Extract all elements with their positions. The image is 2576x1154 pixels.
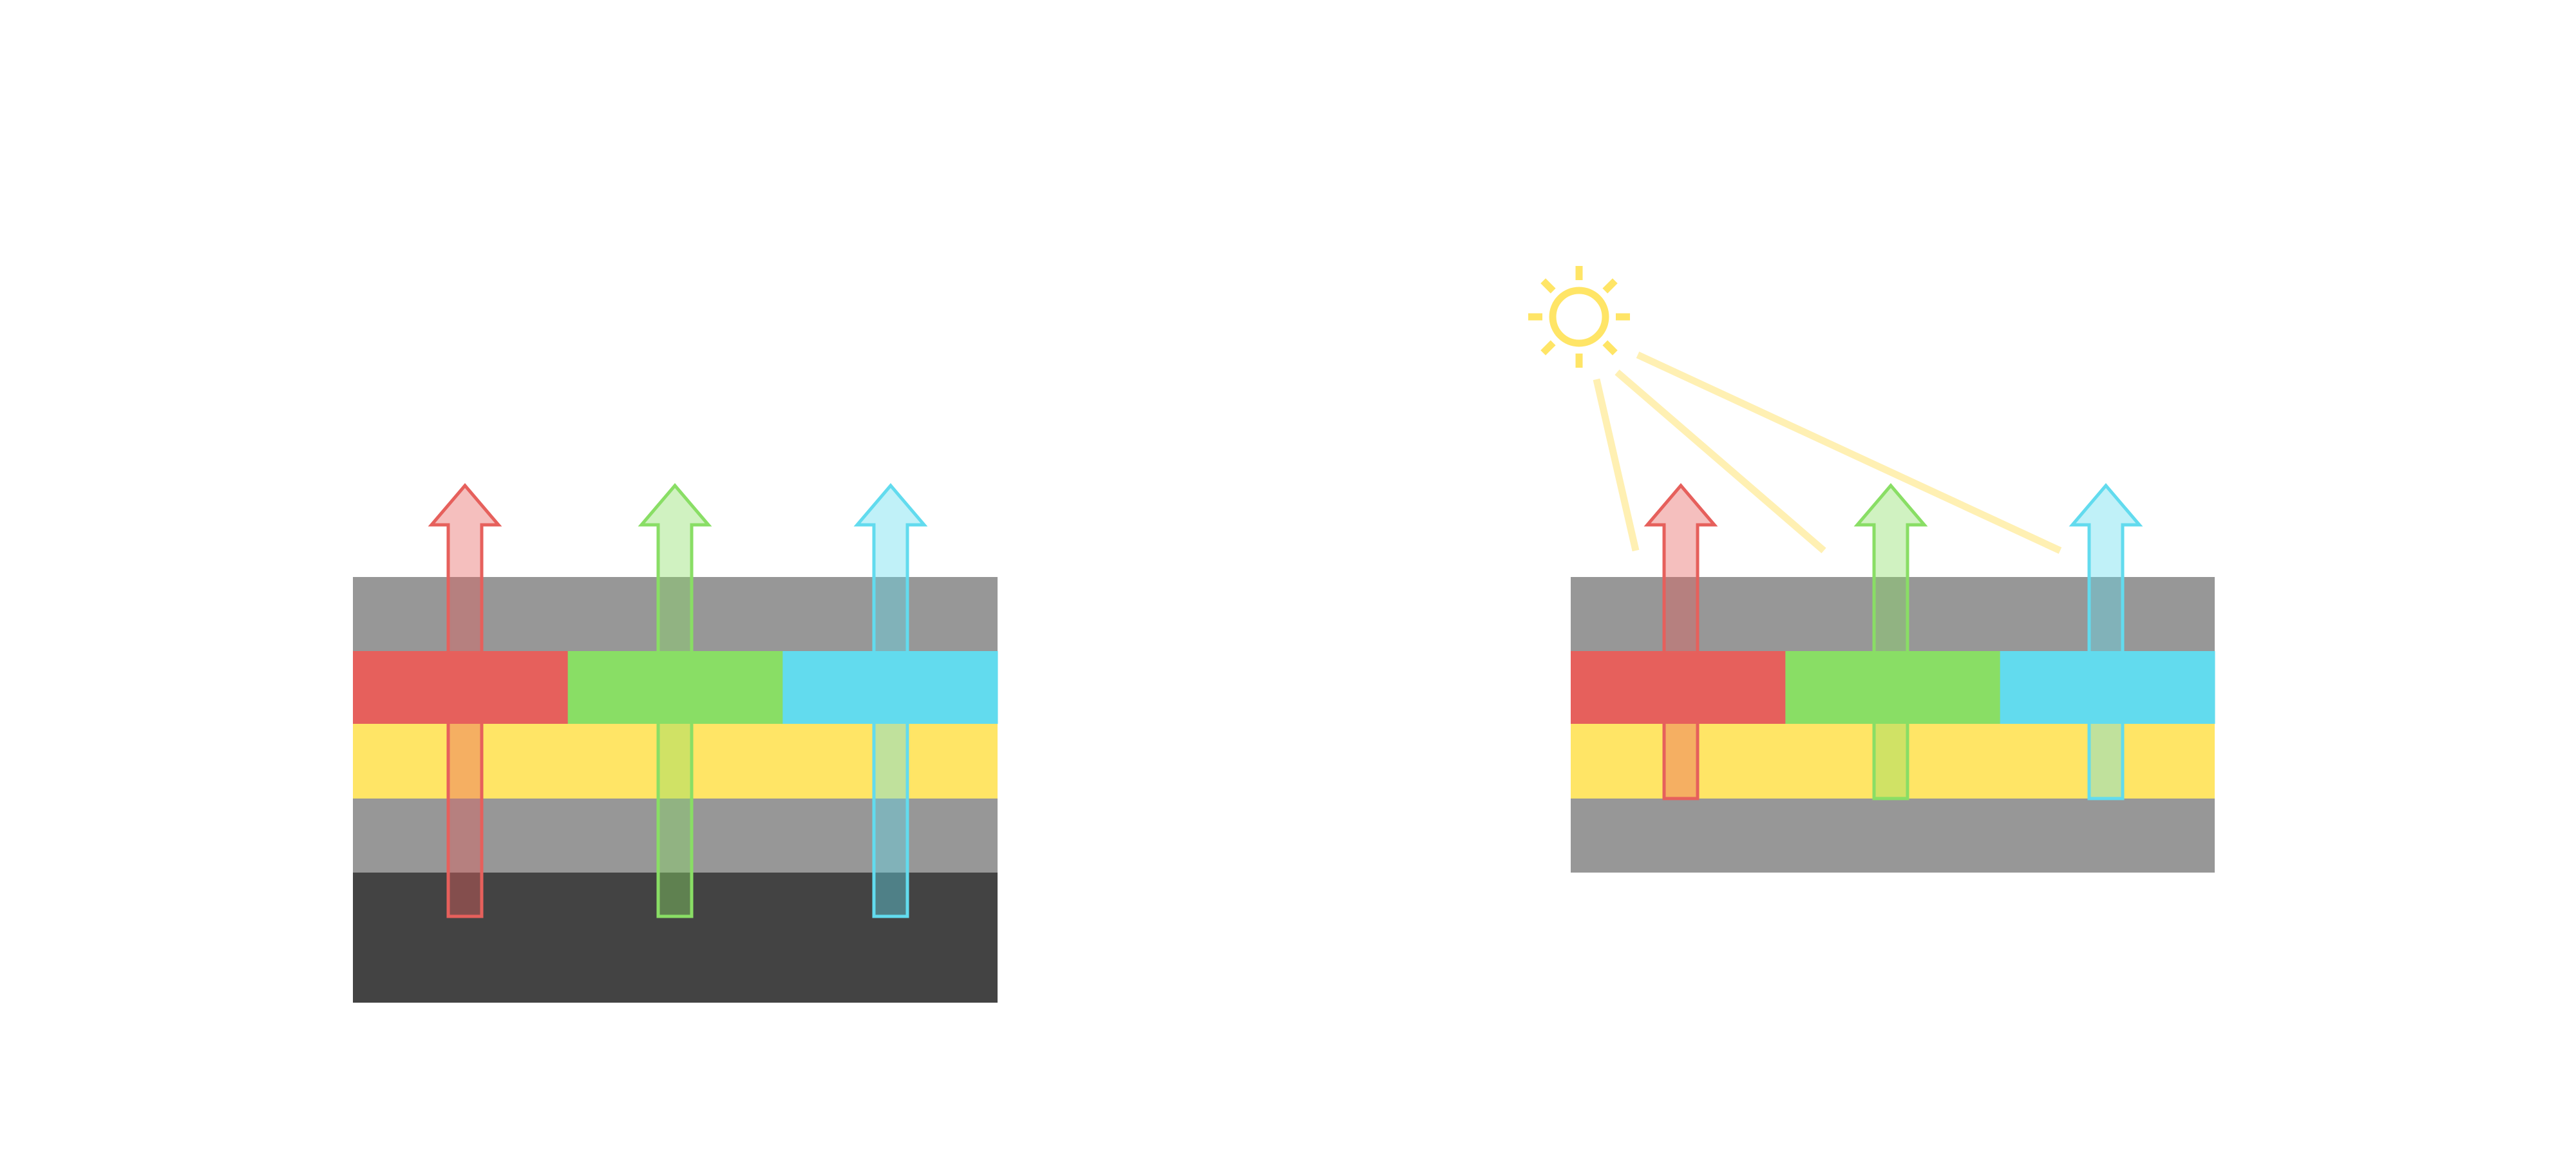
yellow-layer	[353, 724, 998, 799]
sun-icon	[1528, 266, 1630, 368]
incident-light-ray	[1593, 378, 1640, 552]
dark-layer	[353, 873, 998, 1003]
red-subpixel-layer	[353, 651, 569, 724]
sun-ray	[1602, 278, 1618, 294]
gray-layer	[353, 577, 998, 651]
green-subpixel-layer	[567, 651, 783, 724]
yellow-layer	[1571, 724, 2215, 799]
incident-light-ray	[1615, 369, 1826, 554]
red-subpixel-layer	[1571, 651, 1786, 724]
gray-layer	[353, 799, 998, 873]
gray-layer	[1571, 799, 2215, 873]
right-stack	[1571, 352, 2215, 873]
green-subpixel-layer	[1785, 651, 2001, 724]
cyan-subpixel-layer	[2000, 651, 2215, 724]
sun-ray	[1540, 340, 1556, 355]
left-stack	[353, 483, 998, 1003]
incident-light-ray	[1636, 352, 2062, 554]
sun-ray	[1602, 340, 1618, 355]
gray-layer	[1571, 577, 2215, 651]
sun-disc	[1549, 287, 1609, 347]
sun-ray	[1540, 278, 1556, 294]
cyan-subpixel-layer	[782, 651, 998, 724]
